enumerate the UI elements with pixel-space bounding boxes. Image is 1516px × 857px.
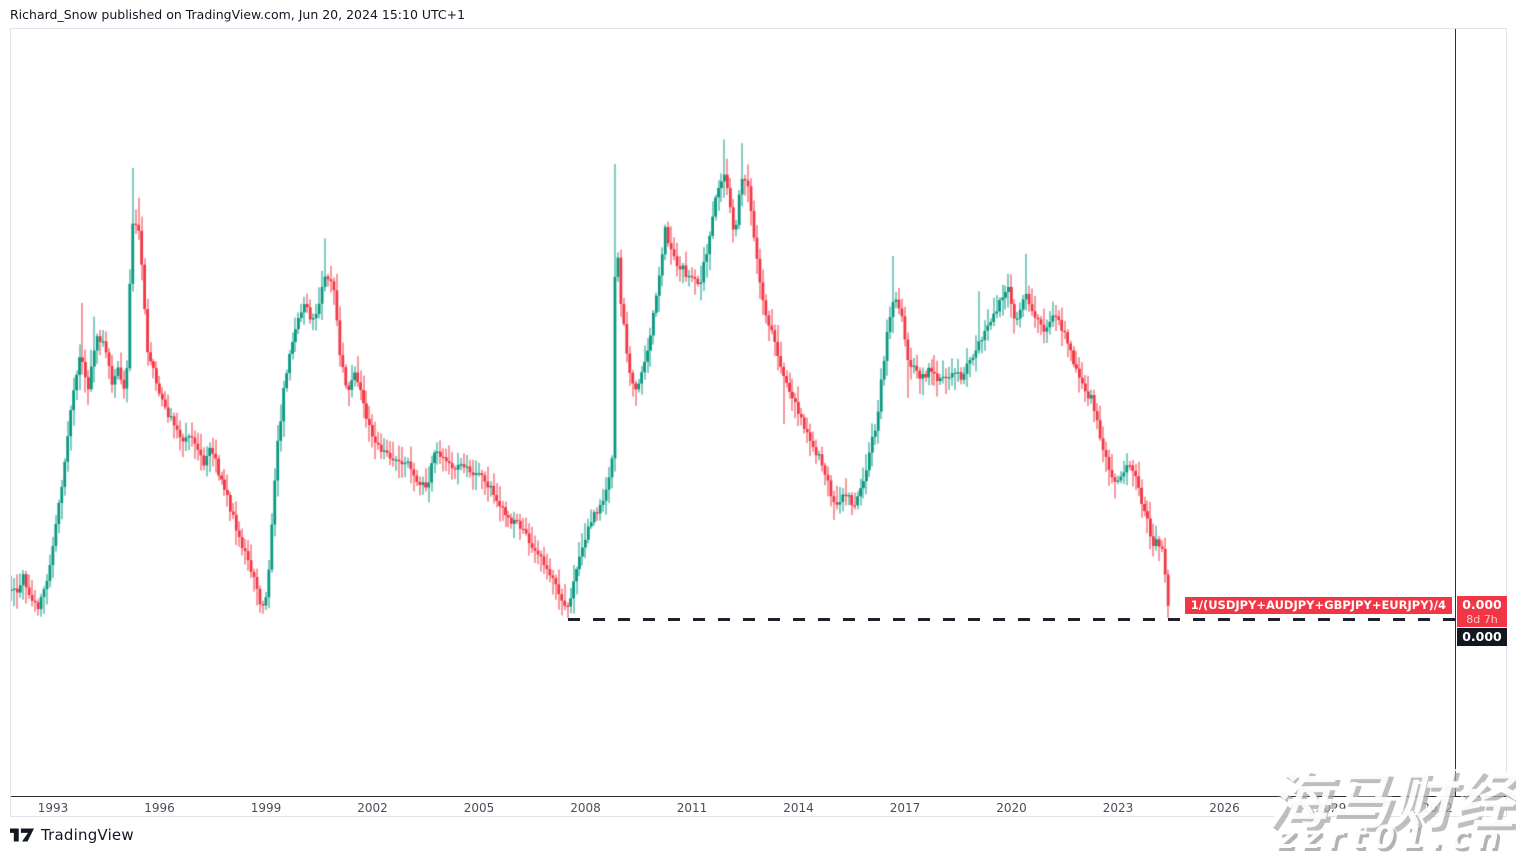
attribution-text: Richard_Snow published on TradingView.co…	[10, 6, 466, 22]
x-axis-label-2023: 2023	[1102, 801, 1134, 815]
support-trendline[interactable]	[567, 618, 1456, 621]
x-axis-label-1993: 1993	[37, 801, 69, 815]
x-axis-label-2017: 2017	[889, 801, 921, 815]
close-price-label: 0.000	[1457, 628, 1507, 646]
tradingview-logo[interactable]: TradingView	[10, 826, 134, 844]
attribution-bar: Richard_Snow published on TradingView.co…	[10, 0, 465, 28]
x-axis-label-2020: 2020	[996, 801, 1027, 815]
watermark-url: zzrt01.cn	[1276, 818, 1506, 856]
x-axis-label-2008: 2008	[570, 801, 601, 815]
x-axis-label-2005: 2005	[463, 801, 495, 815]
x-axis-label-2011: 2011	[676, 801, 708, 815]
symbol-label: 1/(USDJPY+AUDJPY+GBPJPY+EURJPY)/4	[1184, 597, 1452, 614]
x-axis-label-2029: 2029	[1315, 801, 1347, 815]
candlestick-chart-canvas[interactable]	[11, 29, 1455, 796]
time-axis-border-line	[11, 796, 1506, 797]
x-axis-label-2032: 2032	[1422, 801, 1453, 815]
x-axis-label-2002: 2002	[357, 801, 388, 815]
last-price-value: 0.000	[1462, 597, 1502, 612]
x-axis-label-2014: 2014	[783, 801, 814, 815]
tradingview-wordmark: TradingView	[41, 826, 134, 844]
chart-area: 1/(USDJPY+AUDJPY+GBPJPY+EURJPY)/4 0.000 …	[10, 28, 1507, 817]
x-axis-label-1996: 1996	[144, 801, 175, 815]
price-axis-border-line	[1455, 29, 1456, 796]
x-axis-label-1999: 1999	[250, 801, 282, 815]
x-axis-label-2026: 2026	[1209, 801, 1240, 815]
bar-countdown: 8d 7h	[1466, 613, 1498, 626]
watermark-chinese: 海马财经	[1265, 764, 1514, 837]
last-price-label: 0.000 8d 7h	[1457, 596, 1507, 627]
tradingview-mark-icon	[10, 828, 34, 842]
